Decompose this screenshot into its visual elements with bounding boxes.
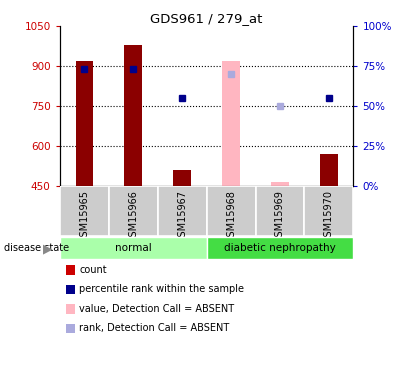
Bar — [222, 61, 240, 186]
Bar — [206, 237, 353, 260]
Text: count: count — [79, 265, 107, 275]
Bar — [321, 154, 337, 186]
Bar — [109, 186, 157, 236]
Bar — [76, 61, 92, 186]
Bar — [173, 170, 191, 186]
Text: GSM15966: GSM15966 — [128, 190, 138, 243]
Text: diabetic nephropathy: diabetic nephropathy — [224, 243, 336, 254]
Text: disease state: disease state — [4, 243, 69, 254]
Bar — [206, 186, 256, 236]
Bar — [60, 237, 206, 260]
Text: GSM15969: GSM15969 — [275, 190, 285, 243]
Text: GSM15967: GSM15967 — [177, 190, 187, 243]
Text: percentile rank within the sample: percentile rank within the sample — [79, 285, 244, 294]
Bar — [60, 186, 109, 236]
Bar — [256, 186, 305, 236]
Text: GSM15965: GSM15965 — [79, 190, 89, 243]
Bar — [271, 182, 289, 186]
Bar — [305, 186, 353, 236]
Bar — [157, 186, 206, 236]
Text: GSM15968: GSM15968 — [226, 190, 236, 243]
Bar — [125, 45, 142, 186]
Text: GSM15970: GSM15970 — [324, 190, 334, 243]
Text: ▶: ▶ — [43, 242, 53, 255]
Text: value, Detection Call = ABSENT: value, Detection Call = ABSENT — [79, 304, 234, 314]
Text: normal: normal — [115, 243, 151, 254]
Title: GDS961 / 279_at: GDS961 / 279_at — [150, 12, 263, 25]
Text: rank, Detection Call = ABSENT: rank, Detection Call = ABSENT — [79, 324, 230, 333]
